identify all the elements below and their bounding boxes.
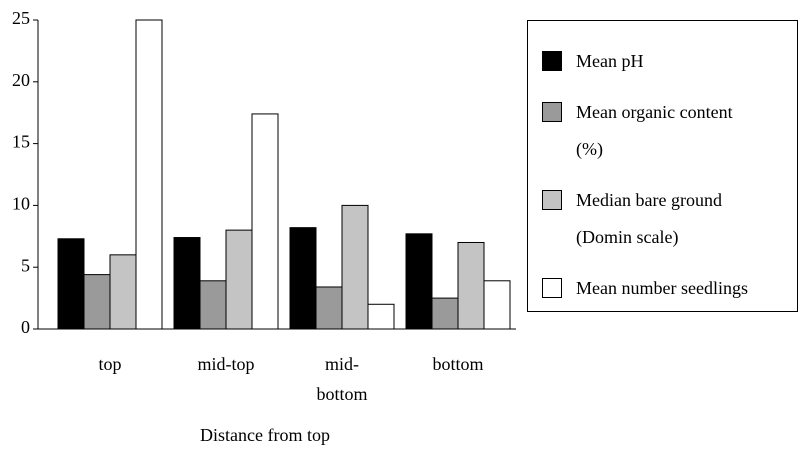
- y-tick-label: 10: [12, 194, 30, 214]
- bar: [315, 286, 343, 330]
- y-tick-label: 5: [21, 255, 30, 275]
- y-tick-label: 25: [12, 8, 30, 28]
- bar: [251, 113, 279, 330]
- bar: [83, 274, 111, 330]
- y-tick-label: 15: [12, 132, 30, 152]
- x-axis-title: Distance from top: [200, 425, 330, 445]
- x-tick-label: mid-bottom: [316, 354, 368, 404]
- legend-item: Mean organic content (%): [542, 94, 797, 168]
- bar: [173, 237, 201, 330]
- legend-swatch: [542, 51, 562, 71]
- legend-swatch: [542, 278, 562, 298]
- bar: [405, 233, 433, 330]
- bar: [431, 297, 459, 330]
- bar: [57, 238, 85, 330]
- bar: [367, 303, 395, 330]
- legend-swatch: [542, 190, 562, 210]
- legend-label: Mean number seedlings: [576, 278, 748, 298]
- bar: [109, 254, 137, 330]
- bar: [483, 280, 511, 330]
- legend-item: Median bare ground (Domin scale): [542, 182, 797, 256]
- bar: [199, 280, 227, 330]
- y-tick-label: 20: [12, 70, 30, 90]
- legend-item: Mean pH: [542, 43, 797, 80]
- x-tick-label: bottom: [432, 354, 484, 374]
- legend-label: Mean organic content (%): [576, 102, 733, 159]
- bar: [457, 241, 485, 330]
- bar: [341, 204, 369, 330]
- x-tick-label: top: [98, 354, 122, 374]
- legend-label: Median bare ground (Domin scale): [576, 190, 722, 247]
- bar: [135, 19, 163, 330]
- y-tick-label: 0: [21, 317, 30, 337]
- legend: Mean pH Mean organic content (%) Median ba…: [527, 20, 798, 312]
- bar: [225, 229, 253, 330]
- bar: [289, 227, 317, 330]
- legend-label: Mean pH: [576, 51, 644, 71]
- legend-swatch: [542, 102, 562, 122]
- legend-item: Mean number seedlings: [542, 270, 797, 307]
- x-tick-label: mid-top: [197, 354, 255, 374]
